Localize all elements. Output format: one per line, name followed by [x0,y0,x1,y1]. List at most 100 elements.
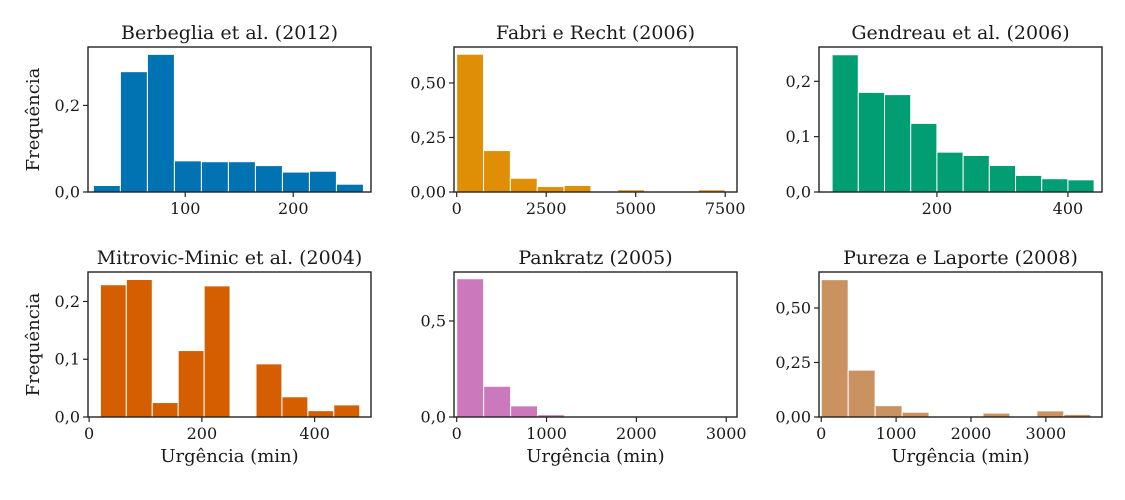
histogram-bar [483,150,511,193]
y-tick-label: 0,2 [55,292,80,311]
histogram-bar [1067,179,1095,193]
histogram-bar [456,53,485,193]
plot-frame [818,46,1103,193]
histogram-bar [509,177,538,193]
y-tick-label: 0,50 [775,298,811,317]
histogram-bar [151,402,179,418]
x-tick-label: 100 [170,199,201,218]
panel-title: Fabri e Recht (2006) [496,22,695,44]
histogram-bar [227,161,256,193]
histogram-bar [308,170,337,193]
histogram-bar [962,154,990,193]
y-tick-label: 0,1 [55,350,80,369]
histogram-bar [281,396,309,418]
y-tick-label: 0,0 [786,183,811,202]
y-tick-label: 0,0 [55,183,80,202]
y-tick-label: 0,25 [410,128,446,147]
x-tick-label: 200 [278,199,309,218]
histogram-bar [901,411,930,418]
panel-title: Berbeglia et al. (2012) [121,22,338,44]
histogram-bar [173,160,202,193]
histogram-bar [255,363,283,418]
x-tick-label: 200 [922,199,953,218]
x-tick-label: 7500 [705,199,746,218]
x-tick-label: 1000 [876,424,917,443]
y-tick-label: 0,5 [421,311,446,330]
panel-title: Gendreau et al. (2006) [851,22,1069,44]
histogram-bar [335,183,364,193]
y-tick-label: 0,2 [786,72,811,91]
histogram-bar [910,122,938,193]
panel-title: Mitrovic-Minic et al. (2004) [97,247,363,269]
histogram-bar [483,385,512,418]
histogram-bar [456,278,485,418]
x-tick-label: 2000 [616,424,657,443]
histogram-bar [510,405,539,418]
histogram-bar [1036,410,1065,418]
x-tick-label: 0 [816,424,826,443]
histogram-bar [820,279,849,418]
x-tick-label: 400 [299,424,330,443]
y-tick-label: 0,00 [410,183,446,202]
histogram-bar [200,161,229,193]
panel-title: Pureza e Laporte (2008) [843,247,1078,269]
plot-frame [87,271,372,418]
histogram-panel: Mitrovic-Minic et al. (2004) 0 200 400 0,0 0,… [23,247,372,467]
histogram-bar [281,171,310,193]
histogram-panel: Fabri e Recht (2006) 0 2500 5000 7500 0,00 0,2… [410,22,745,218]
histogram-bar [536,186,565,193]
y-tick-label: 0,0 [55,408,80,427]
histogram-bar [125,279,153,418]
x-tick-label: 1000 [526,424,567,443]
histogram-panel: Pureza e Laporte (2008) 0 1000 2000 3000 0,00… [775,247,1103,467]
x-tick-label: 0 [452,199,462,218]
histogram-bar [884,94,912,193]
histogram-bar [847,369,876,418]
x-tick-label: 200 [187,424,218,443]
histogram-bar [307,410,335,418]
plot-frame [453,46,738,193]
x-tick-label: 0 [84,424,94,443]
histogram-bar [988,164,1017,193]
histogram-bar [1041,178,1069,193]
histogram-panel: Pankratz (2005) 0 1000 2000 3000 0,0 0,5 Urgênc… [421,247,747,467]
histogram-bar [936,151,964,193]
histogram-bar [99,284,127,418]
x-tick-label: 400 [1053,199,1084,218]
histogram-panel: Gendreau et al. (2006) 200 400 0,0 0,1 0,2 [786,22,1103,218]
plot-frame [453,271,738,418]
y-tick-label: 0,25 [775,353,811,372]
x-tick-label: 2500 [526,199,567,218]
histogram-bar [1015,174,1043,193]
histogram-bar [831,54,859,193]
plot-frame [818,271,1103,418]
x-tick-label: 3000 [1025,424,1066,443]
x-tick-label: 0 [452,424,462,443]
histogram-bar [333,404,361,418]
histogram-bar [119,71,148,193]
x-axis-label: Urgência (min) [160,446,298,467]
histogram-bar [146,53,175,193]
y-tick-label: 0,2 [55,96,80,115]
x-axis-label: Urgência (min) [891,446,1029,467]
x-tick-label: 3000 [706,424,747,443]
panel-title: Pankratz (2005) [518,247,672,269]
histogram-bar [563,184,592,193]
x-axis-label: Urgência (min) [526,446,664,467]
y-tick-label: 0,50 [410,73,446,92]
y-tick-label: 0,00 [775,408,811,427]
y-axis-label: Frequência [23,67,44,171]
histogram-bar [874,405,903,418]
x-tick-label: 5000 [615,199,656,218]
y-tick-label: 0,1 [786,127,811,146]
x-tick-label: 2000 [951,424,992,443]
y-tick-label: 0,0 [421,408,446,427]
plot-frame [87,46,372,193]
histogram-bar [857,91,886,193]
histogram-bar [92,185,121,193]
histogram-bar [254,165,283,193]
y-axis-label: Frequência [23,292,44,396]
histogram-bar [203,285,231,418]
histogram-panel: Berbeglia et al. (2012) 100 200 0,0 0,2 Frequ… [23,22,372,218]
